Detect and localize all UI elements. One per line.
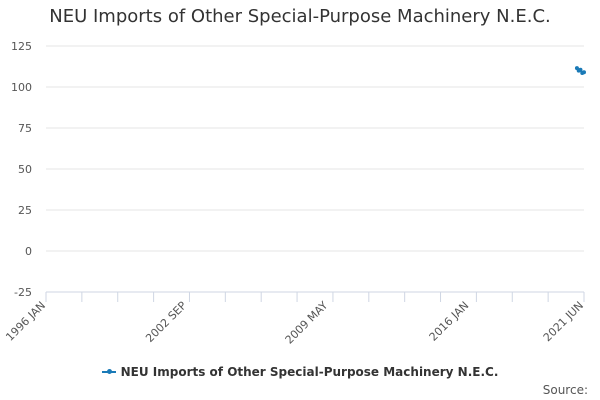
data-point[interactable]: [582, 70, 586, 75]
x-tick-label: 2021 JUN: [541, 299, 586, 344]
y-tick-label: 125: [11, 40, 32, 53]
source-label: Source:: [542, 383, 588, 397]
x-axis: 1996 JAN 2002 SEP 2009 MAY 2016 JAN 2021 JUN: [3, 291, 586, 347]
y-tick-label: 100: [11, 81, 32, 94]
y-tick-label: 25: [18, 204, 32, 217]
chart-title: NEU Imports of Other Special-Purpose Mac…: [49, 6, 551, 27]
y-axis: 125 100 75 50 25 0 -25: [11, 40, 32, 299]
gridlines: [46, 45, 584, 293]
legend-series-marker-icon: [101, 368, 116, 374]
x-tick-label: 1996 JAN: [3, 299, 48, 344]
x-tick-label: 2002 SEP: [143, 299, 189, 345]
x-tick-label: 2016 JAN: [427, 299, 472, 344]
y-tick-label: 50: [18, 163, 32, 176]
series-layer: [574, 66, 586, 76]
legend-series-label: NEU Imports of Other Special-Purpose Mac…: [120, 365, 499, 379]
legend[interactable]: NEU Imports of Other Special-Purpose Mac…: [0, 365, 600, 379]
x-tick-label: 2009 MAY: [283, 299, 331, 347]
data-point[interactable]: [578, 67, 583, 72]
y-tick-label: 75: [18, 122, 32, 135]
y-tick-label: 0: [25, 245, 32, 258]
y-tick-label: -25: [14, 286, 32, 299]
